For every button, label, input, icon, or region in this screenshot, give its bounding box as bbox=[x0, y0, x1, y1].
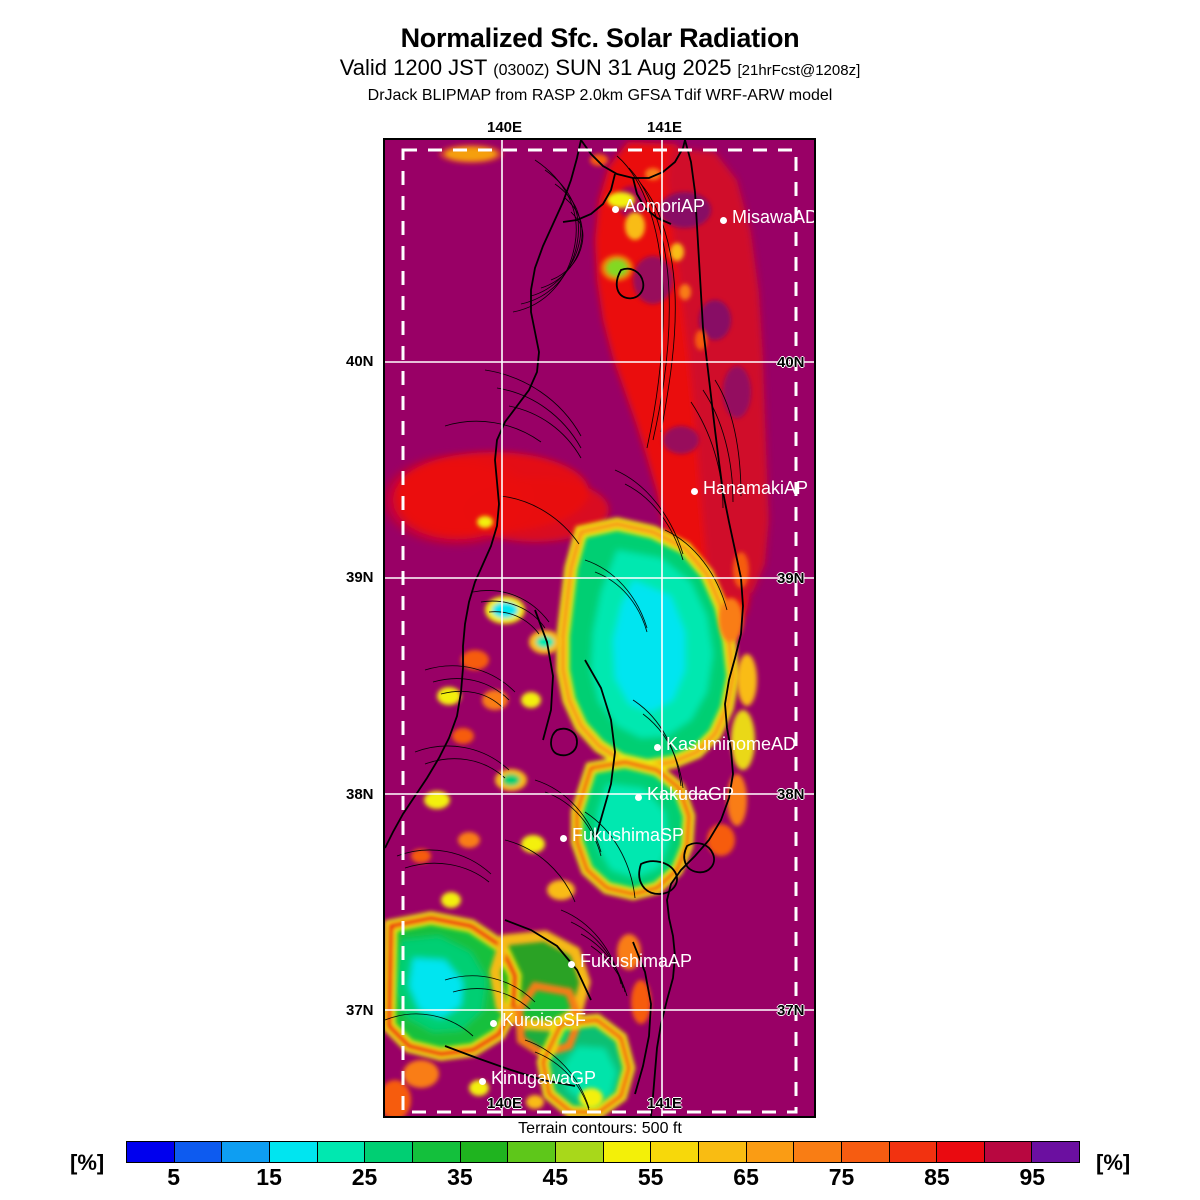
colorbar-section: Terrain contours: 500 ft [%] [%] 5 15 25 35… bbox=[0, 1120, 1200, 1200]
station-dot-icon bbox=[691, 488, 698, 495]
valid-utc: (0300Z) bbox=[493, 62, 550, 79]
colorbar-tick-15: 15 bbox=[256, 1164, 282, 1190]
station-dot-icon bbox=[612, 206, 619, 213]
colorbar-segment-4 bbox=[317, 1142, 366, 1162]
colorbar-segment-9 bbox=[555, 1142, 604, 1162]
station-dot-icon bbox=[720, 217, 727, 224]
colorbar-segment-15 bbox=[841, 1142, 890, 1162]
colorbar-segment-16 bbox=[889, 1142, 938, 1162]
colorbar-unit-right: [%] bbox=[1096, 1150, 1131, 1175]
station-dot-icon bbox=[654, 744, 661, 751]
station-dot-icon bbox=[479, 1078, 486, 1085]
axis-bottom-label-140E: 140E bbox=[487, 1095, 523, 1112]
axis-right-label-38N: 38N bbox=[777, 786, 805, 803]
colorbar-segment-14 bbox=[794, 1142, 842, 1162]
axis-bottom-label-141E: 141E bbox=[647, 1095, 683, 1112]
station-dot-icon bbox=[490, 1020, 497, 1027]
colorbar-segment-17 bbox=[937, 1142, 985, 1162]
axis-right-label-37N: 37N bbox=[777, 1002, 805, 1019]
axis-right-label-39N: 39N bbox=[777, 570, 805, 587]
colorbar-segment-2 bbox=[222, 1142, 270, 1162]
colorbar-tick-85: 85 bbox=[924, 1164, 950, 1190]
page-title: Normalized Sfc. Solar Radiation bbox=[400, 23, 800, 53]
colorbar-segment-3 bbox=[269, 1142, 318, 1162]
colorbar-tick-labels: 5 15 25 35 45 55 65 75 85 95 bbox=[126, 1164, 1080, 1194]
valid-time-line: Valid 1200 JST (0300Z) SUN 31 Aug 2025 [21h… bbox=[0, 54, 1200, 85]
colorbar-tick-55: 55 bbox=[637, 1164, 664, 1190]
domain-boundary-box bbox=[401, 148, 798, 1114]
colorbar-tick-95: 95 bbox=[1019, 1164, 1046, 1190]
station-label: AomoriAP bbox=[624, 196, 706, 216]
map-gridlines bbox=[385, 140, 814, 1116]
station-label: KuroisoSF bbox=[502, 1010, 587, 1030]
colorbar-tick-75: 75 bbox=[828, 1164, 855, 1190]
header-block: Normalized Sfc. Solar Radiation Valid 12… bbox=[0, 22, 1200, 107]
station-label: KinugawaGP bbox=[491, 1068, 597, 1088]
station-label: KakudaGP bbox=[647, 784, 735, 804]
terrain-contour-note: Terrain contours: 500 ft bbox=[518, 1120, 682, 1137]
colorbar-tick-5: 5 bbox=[167, 1164, 181, 1190]
colorbar-unit-left: [%] bbox=[70, 1150, 105, 1175]
axis-top-label-141E: 141E bbox=[647, 119, 683, 136]
colorbar-segment-6 bbox=[412, 1142, 461, 1162]
station-label: FukushimaAP bbox=[580, 951, 693, 971]
colorbar-tick-65: 65 bbox=[733, 1164, 759, 1190]
valid-date: SUN 31 Aug 2025 bbox=[555, 55, 732, 80]
station-label: FukushimaSP bbox=[572, 825, 685, 845]
colorbar-segment-19 bbox=[1032, 1142, 1080, 1162]
colorbar-tick-35: 35 bbox=[447, 1164, 473, 1190]
forecast-tag: [21hrFcst@1208z] bbox=[737, 62, 861, 79]
map-canvas[interactable]: AomoriAP MisawaAD HanamakiAP KasuminomeA… bbox=[383, 138, 816, 1118]
axis-right-label-40N: 40N bbox=[777, 354, 805, 371]
station-dot-icon bbox=[568, 961, 575, 968]
model-source-line: DrJack BLIPMAP from RASP 2.0km GFSA Tdif… bbox=[367, 87, 833, 104]
station-dot-icon bbox=[635, 794, 642, 801]
colorbar-segment-7 bbox=[460, 1142, 509, 1162]
colorbar-segment-18 bbox=[984, 1142, 1033, 1162]
station-label: HanamakiAP bbox=[703, 478, 809, 498]
colorbar-segment-5 bbox=[365, 1142, 413, 1162]
axis-left-label-39N: 39N bbox=[346, 569, 374, 586]
valid-prefix: Valid 1200 JST bbox=[339, 55, 488, 80]
colorbar-segment-13 bbox=[746, 1142, 795, 1162]
colorbar-segment-0 bbox=[127, 1142, 175, 1162]
axis-top-label-140E: 140E bbox=[487, 119, 523, 136]
station-dot-icon bbox=[560, 835, 567, 842]
station-label: KasuminomeAD bbox=[666, 734, 797, 754]
axis-left-label-37N: 37N bbox=[346, 1002, 374, 1019]
station-label: MisawaAD bbox=[732, 207, 816, 227]
colorbar-tick-25: 25 bbox=[351, 1164, 378, 1190]
colorbar-segment-12 bbox=[698, 1142, 747, 1162]
colorbar-tick-45: 45 bbox=[542, 1164, 569, 1190]
colorbar-segment-10 bbox=[603, 1142, 652, 1162]
colorbar-segment-11 bbox=[651, 1142, 699, 1162]
colorbar-segment-1 bbox=[174, 1142, 223, 1162]
axis-left-label-38N: 38N bbox=[346, 786, 374, 803]
map-plot bbox=[385, 140, 814, 1116]
axis-left-label-40N: 40N bbox=[346, 353, 374, 370]
colorbar-strip[interactable] bbox=[126, 1141, 1080, 1163]
colorbar-segment-8 bbox=[508, 1142, 556, 1162]
